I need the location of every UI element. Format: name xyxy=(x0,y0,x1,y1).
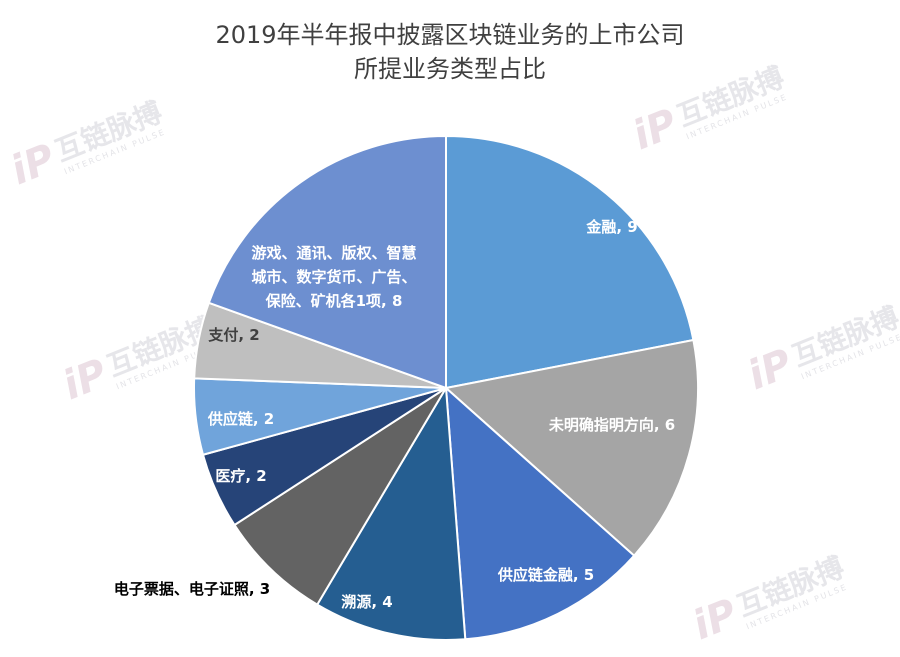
slice-label: 金融, 9 xyxy=(585,218,637,236)
slice-label: 电子票据、电子证照, 3 xyxy=(114,580,270,598)
chart-title-line-1: 2019年半年报中披露区块链业务的上市公司 xyxy=(215,21,685,49)
slice-layer xyxy=(193,134,699,641)
slice-label-line: 游戏、通讯、版权、智慧 xyxy=(251,244,416,262)
slice-label-line: 供应链, 2 xyxy=(207,410,274,428)
slice-label: 未明确指明方向, 6 xyxy=(548,416,675,434)
label-layer: 金融, 9 未明确指明方向, 6 供应链金融, 5 溯源, 4 电子票据、电子证照, 3… xyxy=(114,218,675,611)
slice-label: 供应链金融, 5 xyxy=(497,566,594,584)
pie-slice xyxy=(445,134,695,390)
slice-label-line: 医疗, 2 xyxy=(215,467,266,485)
slice-label-line: 支付, 2 xyxy=(207,326,259,344)
pie-slice xyxy=(207,134,447,390)
slice-label-line: 溯源, 4 xyxy=(341,593,392,611)
slice-label-line: 电子票据、电子证照, 3 xyxy=(114,580,270,598)
pie-slice xyxy=(315,384,467,641)
slice-label: 溯源, 4 xyxy=(341,593,392,611)
pie-slice xyxy=(233,387,447,606)
slice-label: 游戏、通讯、版权、智慧城市、数字货币、广告、保险、矿机各1项, 8 xyxy=(251,244,416,310)
slice-label-line: 保险、矿机各1项, 8 xyxy=(265,292,403,310)
slice-label-line: 城市、数字货币、广告、 xyxy=(251,268,416,286)
slice-label: 支付, 2 xyxy=(207,326,259,344)
slice-label: 供应链, 2 xyxy=(207,410,274,428)
slice-label-line: 供应链金融, 5 xyxy=(497,566,594,584)
slice-label: 医疗, 2 xyxy=(215,467,266,485)
pie-slice xyxy=(444,385,636,641)
chart-title-line-2: 所提业务类型占比 xyxy=(354,55,546,83)
slice-label-line: 金融, 9 xyxy=(585,218,637,236)
pie-slice xyxy=(443,338,699,558)
slice-label-line: 未明确指明方向, 6 xyxy=(548,416,675,434)
